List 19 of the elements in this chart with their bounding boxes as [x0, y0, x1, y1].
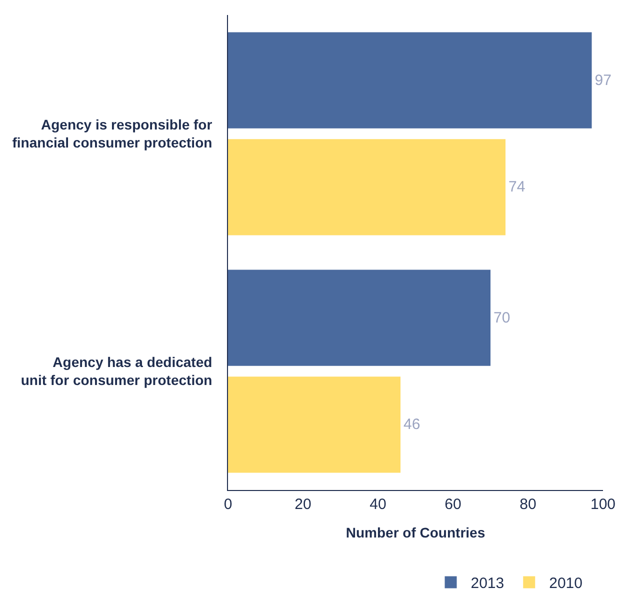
x-tick-label: 60	[444, 496, 462, 513]
data-label: 70	[494, 309, 510, 326]
y-tick-label: Agency is responsible for financial consumer protection	[12, 116, 213, 151]
data-label: 97	[594, 72, 612, 89]
x-axis-title: Number of Countries	[346, 524, 486, 540]
x-tick-label: 80	[520, 496, 536, 513]
legend-label: 2013	[470, 575, 504, 592]
data-label: 46	[404, 416, 420, 434]
bar	[228, 376, 400, 473]
bar	[228, 32, 592, 128]
x-tick-label: 40	[370, 496, 386, 513]
bar	[228, 270, 490, 366]
x-tick-label: 0	[224, 496, 232, 513]
x-tick-label: 100	[590, 496, 616, 513]
bar	[228, 139, 506, 236]
legend-label: 2010	[549, 575, 582, 592]
y-tick-label: Agency has a dedicated unit for consumer protection	[20, 354, 212, 388]
data-label: 74	[508, 178, 526, 196]
x-tick-label: 20	[294, 496, 312, 513]
